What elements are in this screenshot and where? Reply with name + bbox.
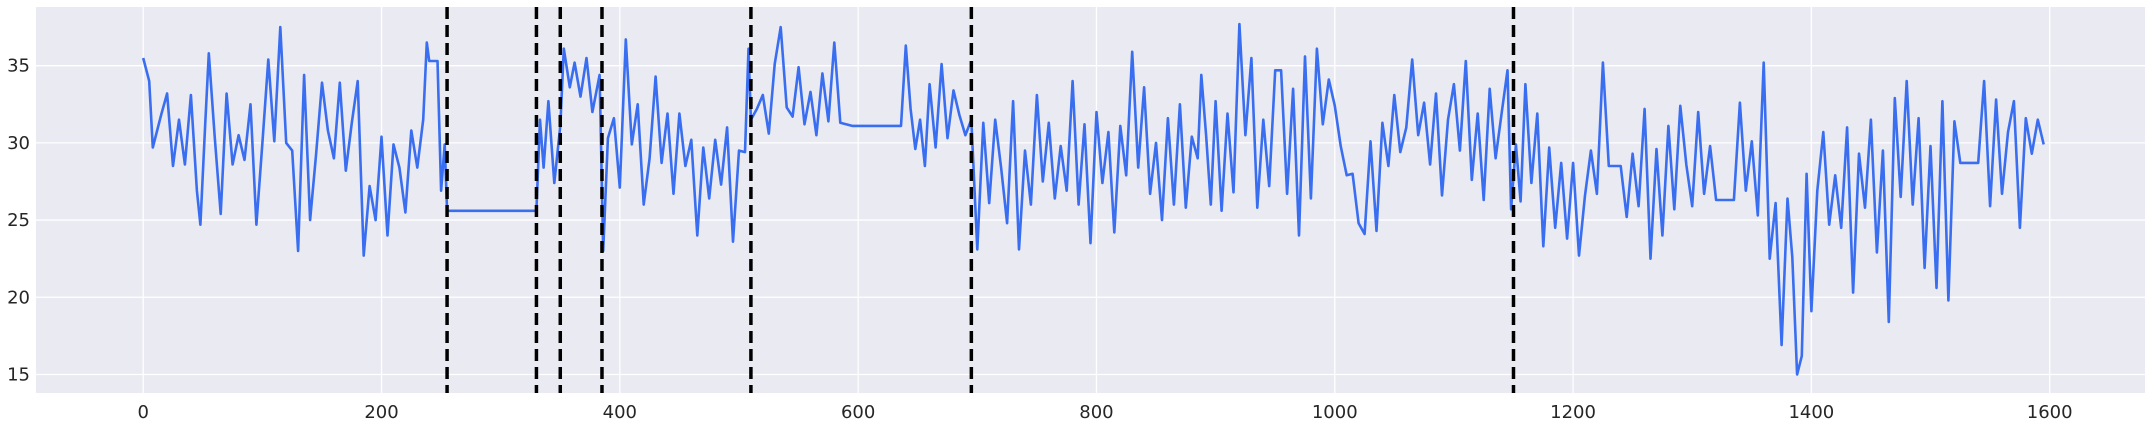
x-tick-label: 1400 xyxy=(1788,402,1834,423)
x-tick-label: 1000 xyxy=(1312,402,1358,423)
plot-background xyxy=(36,7,2145,393)
y-tick-label: 25 xyxy=(7,210,30,231)
x-tick-label: 600 xyxy=(841,402,875,423)
y-tick-label: 15 xyxy=(7,364,30,385)
x-tick-label: 200 xyxy=(364,402,398,423)
vertical-markers xyxy=(445,7,1516,393)
data-series xyxy=(141,22,2045,376)
x-tick-label: 800 xyxy=(1079,402,1113,423)
y-tick-label: 20 xyxy=(7,287,30,308)
x-tick-label: 1600 xyxy=(2027,402,2073,423)
x-tick-labels: 0 200 400 600 800 1000 1200 1400 1600 xyxy=(138,402,2073,423)
y-tick-labels: 15 20 25 30 35 xyxy=(7,56,30,386)
x-tick-label: 0 xyxy=(138,402,149,423)
y-tick-label: 30 xyxy=(7,133,30,154)
series-line xyxy=(141,22,2045,376)
y-tick-label: 35 xyxy=(7,56,30,77)
x-tick-label: 400 xyxy=(603,402,637,423)
x-tick-label: 1200 xyxy=(1550,402,1596,423)
